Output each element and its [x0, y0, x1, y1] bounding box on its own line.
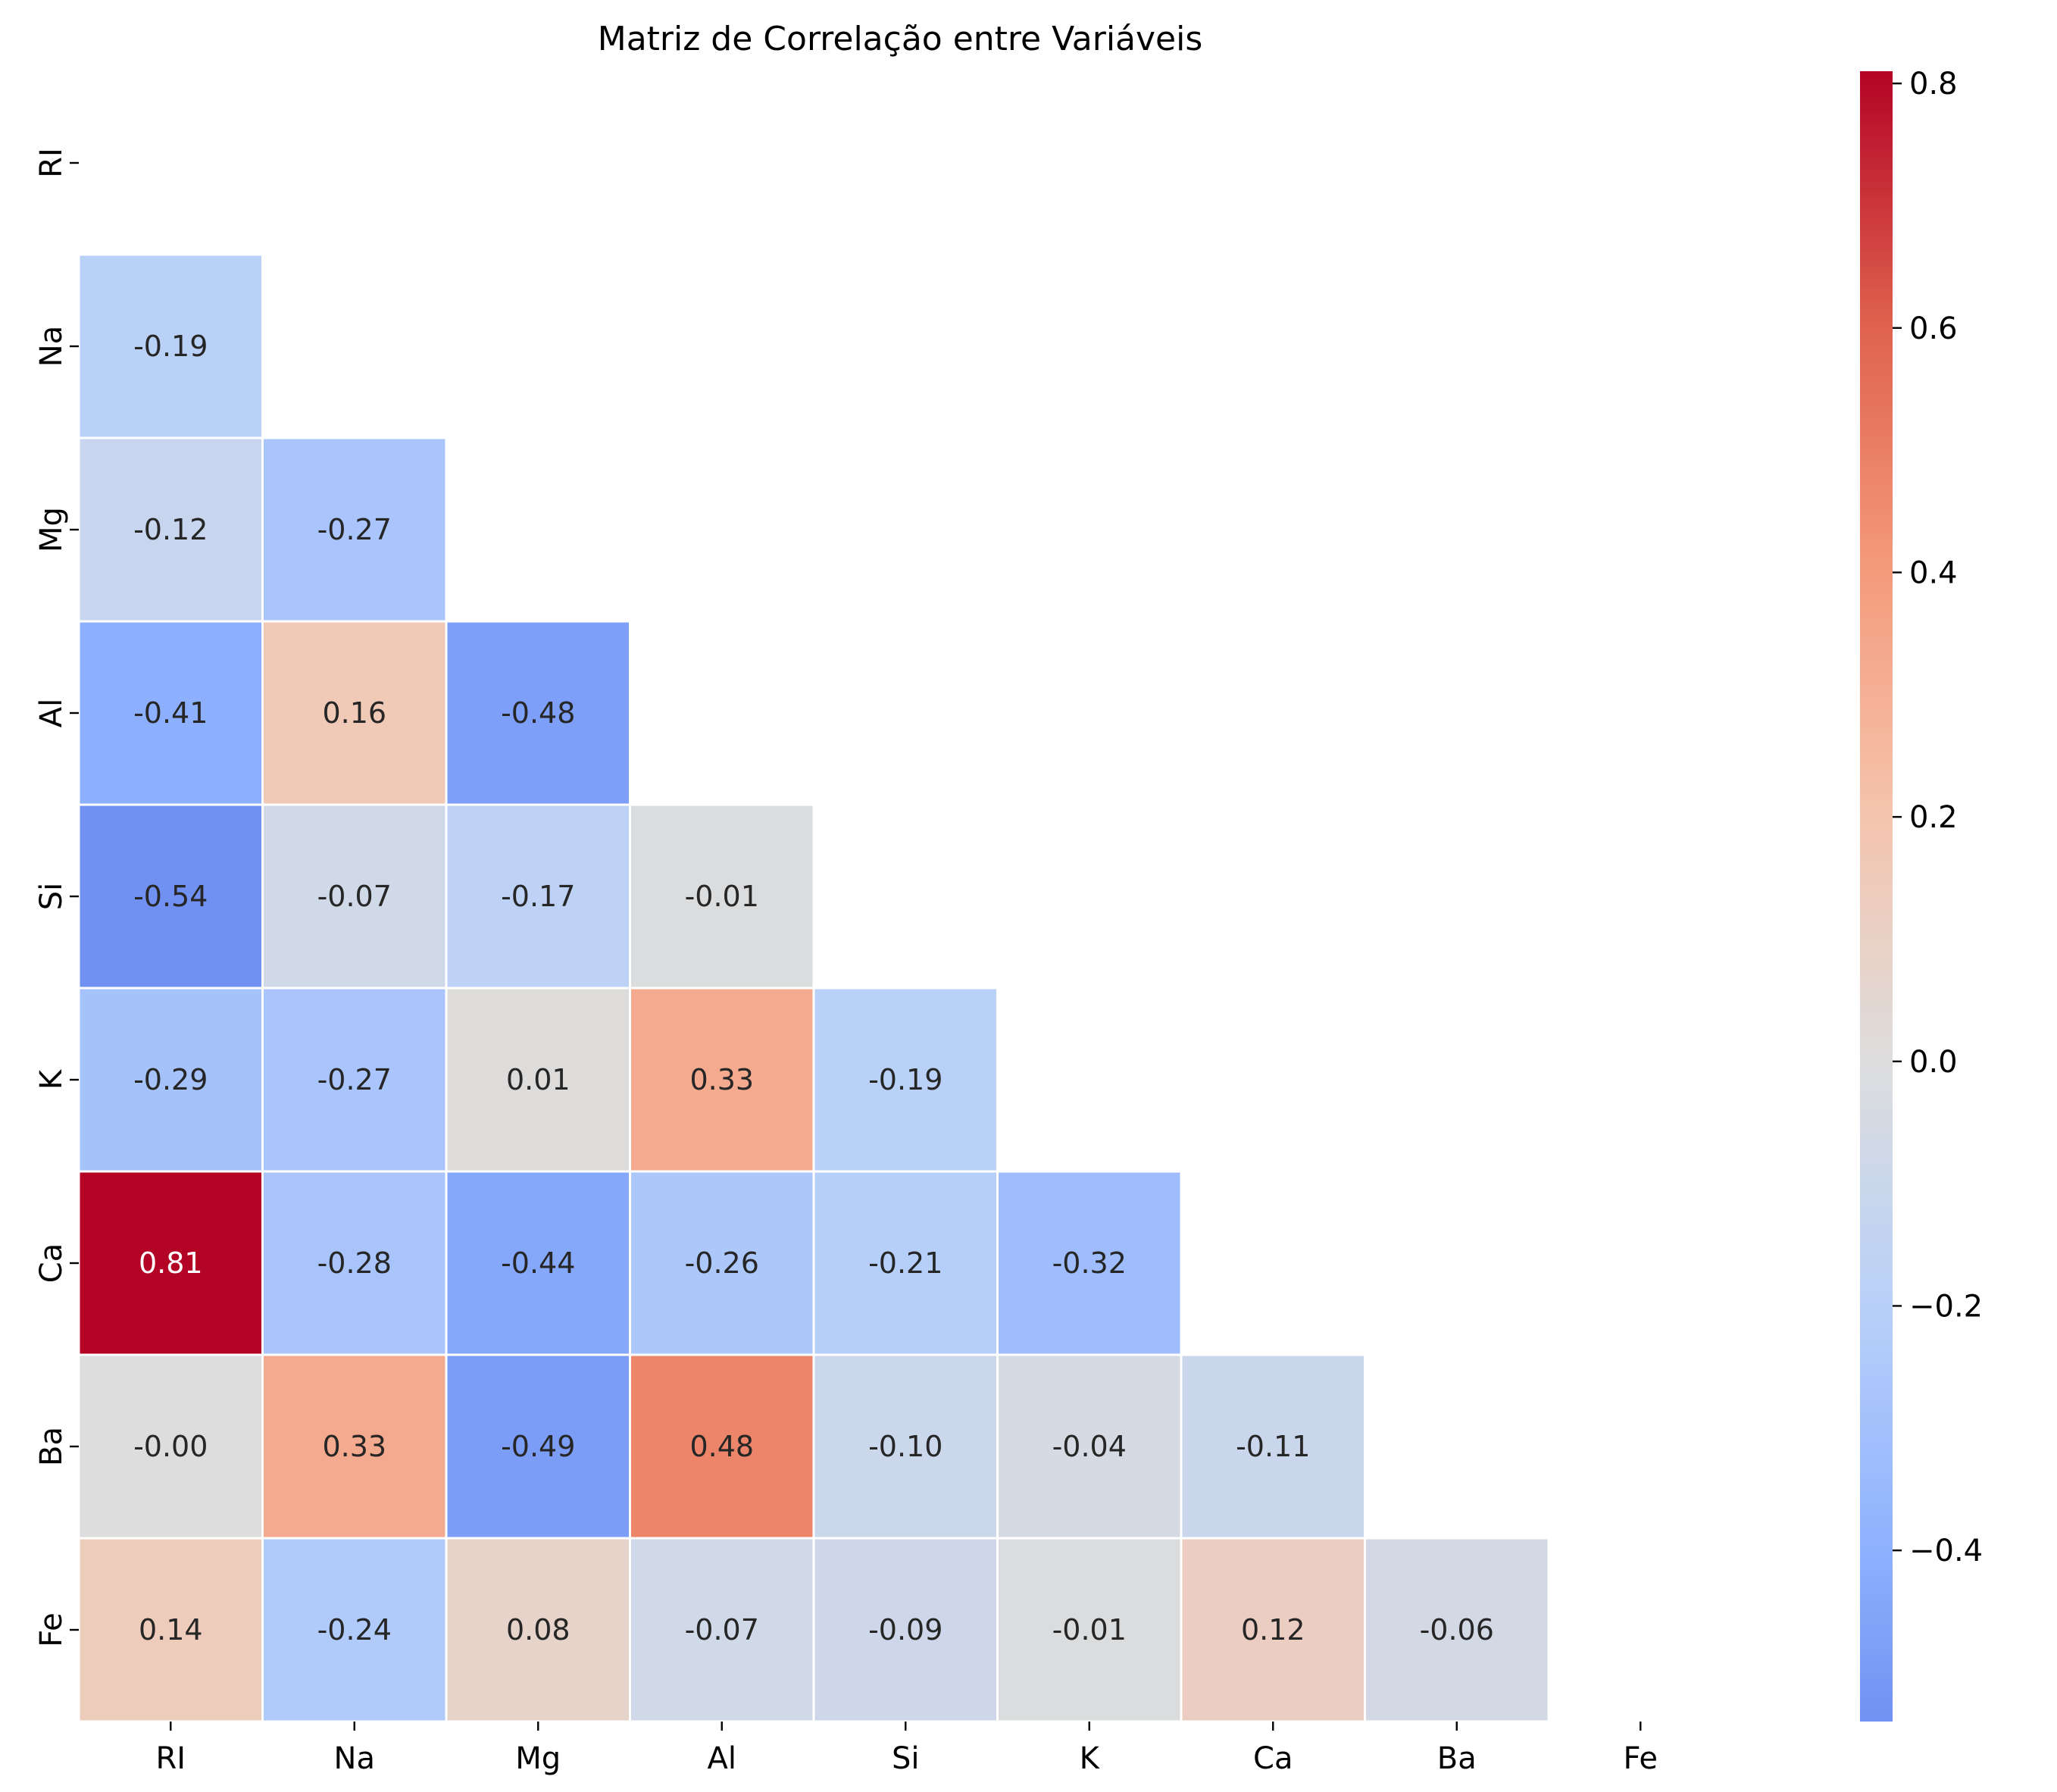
heatmap-cell: [629, 803, 815, 990]
cell-value-label: -0.27: [317, 513, 392, 546]
heatmap-cell: [77, 253, 264, 439]
cell-value-label: 0.14: [139, 1613, 203, 1647]
cell-value-label: -0.49: [501, 1430, 575, 1463]
cell-value-label: -0.11: [1236, 1430, 1310, 1463]
cell-value-label: -0.41: [133, 696, 208, 730]
cell-value-label: -0.01: [685, 880, 759, 913]
cell-value-label: -0.07: [317, 880, 392, 913]
colorbar-gradient: [1860, 71, 1893, 1722]
heatmap-cell: [1180, 1537, 1366, 1723]
cell-value-label: 0.81: [139, 1246, 203, 1280]
heatmap-cell: [261, 436, 448, 623]
x-tick-label: Ba: [1437, 1741, 1477, 1776]
x-tick-label: Mg: [515, 1741, 561, 1776]
x-tick-label: Ca: [1253, 1741, 1293, 1776]
heatmap-cell: [261, 1170, 448, 1356]
cell-value-label: -0.06: [1420, 1613, 1494, 1647]
heatmap-cell: [445, 1537, 631, 1723]
y-tick-label: K: [34, 1068, 69, 1090]
cell-value-label: -0.24: [317, 1613, 392, 1647]
y-tick-label: Si: [34, 883, 69, 911]
cell-value-label: -0.19: [133, 330, 208, 363]
colorbar-tick-label: 0.6: [1909, 311, 1958, 346]
cell-value-label: -0.17: [501, 880, 575, 913]
heatmap-cell: [445, 987, 631, 1173]
cell-value-label: 0.16: [322, 696, 386, 730]
heatmap-cell: [77, 436, 264, 623]
heatmap-cell: [77, 1537, 264, 1723]
colorbar-tick-label: 0.0: [1909, 1045, 1958, 1080]
cell-value-label: -0.10: [868, 1430, 943, 1463]
heatmap-cell: [996, 1170, 1183, 1356]
cell-value-label: -0.04: [1052, 1430, 1127, 1463]
cell-value-label: -0.01: [1052, 1613, 1127, 1647]
y-tick-label: Fe: [34, 1612, 69, 1647]
y-tick-label: Na: [34, 326, 69, 367]
cell-value-label: -0.21: [868, 1246, 943, 1280]
y-tick-label: Mg: [34, 507, 69, 552]
cell-value-label: 0.08: [506, 1613, 571, 1647]
cell-value-label: -0.44: [501, 1246, 575, 1280]
heatmap-cell: [261, 620, 448, 806]
cell-value-label: -0.28: [317, 1246, 392, 1280]
cell-value-label: -0.27: [317, 1063, 392, 1096]
heatmap-cell: [1364, 1537, 1550, 1723]
x-tick-label: RI: [155, 1741, 186, 1776]
cell-value-label: -0.00: [133, 1430, 208, 1463]
colorbar: 0.8 0.6 0.4 0.2 0.0 −0.2 −0.4: [1860, 67, 1983, 1722]
cell-value-label: -0.09: [868, 1613, 943, 1647]
heatmap-cell: [1180, 1353, 1366, 1540]
colorbar-tick-label: 0.4: [1909, 555, 1958, 590]
colorbar-tick-label: −0.2: [1909, 1289, 1983, 1324]
heatmap-cell: [77, 1353, 264, 1540]
heatmap-cell: [629, 1353, 815, 1540]
cell-value-label: -0.07: [685, 1613, 759, 1647]
x-tick-label: Na: [334, 1741, 375, 1776]
heatmap-cell: [629, 987, 815, 1173]
cell-value-label: -0.12: [133, 513, 208, 546]
x-tick-label: Si: [892, 1741, 920, 1776]
cell-value-label: -0.54: [133, 880, 208, 913]
x-tick-label: Al: [708, 1741, 736, 1776]
heatmap-cell: [261, 803, 448, 990]
x-axis-ticks: RI Na Mg Al Si K Ca Ba Fe: [155, 1722, 1658, 1776]
colorbar-tick-label: 0.2: [1909, 800, 1958, 835]
heatmap-cell: [812, 987, 999, 1173]
cell-value-label: 0.48: [689, 1430, 754, 1463]
cell-value-label: 0.01: [506, 1063, 571, 1096]
heatmap-cell: [77, 620, 264, 806]
colorbar-tick-label: 0.8: [1909, 67, 1958, 102]
y-axis-ticks: RI Na Mg Al Si K Ca Ba Fe: [34, 148, 79, 1647]
y-tick-label: Al: [34, 699, 69, 727]
heatmap-cell: [812, 1170, 999, 1356]
colorbar-tick-label: −0.4: [1909, 1534, 1983, 1568]
cell-value-label: 0.33: [322, 1430, 386, 1463]
cell-value-label: 0.33: [689, 1063, 754, 1096]
y-tick-label: Ba: [34, 1427, 69, 1466]
chart-title: Matriz de Correlação entre Variáveis: [598, 20, 1203, 58]
y-tick-label: Ca: [34, 1243, 69, 1283]
cell-value-label: -0.26: [685, 1246, 759, 1280]
x-tick-label: K: [1080, 1741, 1101, 1776]
cell-value-label: -0.48: [501, 696, 575, 730]
heatmap-cell: [996, 1353, 1183, 1540]
x-tick-label: Fe: [1624, 1741, 1658, 1776]
heatmap-cell: [629, 1170, 815, 1356]
heatmap-cells: -0.19 -0.12 -0.27 -0.41 0.16 -0.48 -0.54 -0.07 -…: [77, 253, 1550, 1723]
cell-value-label: 0.12: [1241, 1613, 1305, 1647]
cell-value-label: -0.19: [868, 1063, 943, 1096]
y-tick-label: RI: [34, 148, 69, 178]
cell-value-label: -0.32: [1052, 1246, 1127, 1280]
heatmap-cell: [445, 1170, 631, 1356]
heatmap-cell: [261, 987, 448, 1173]
heatmap-cell: [261, 1353, 448, 1540]
cell-value-label: -0.29: [133, 1063, 208, 1096]
heatmap-cell: [445, 620, 631, 806]
